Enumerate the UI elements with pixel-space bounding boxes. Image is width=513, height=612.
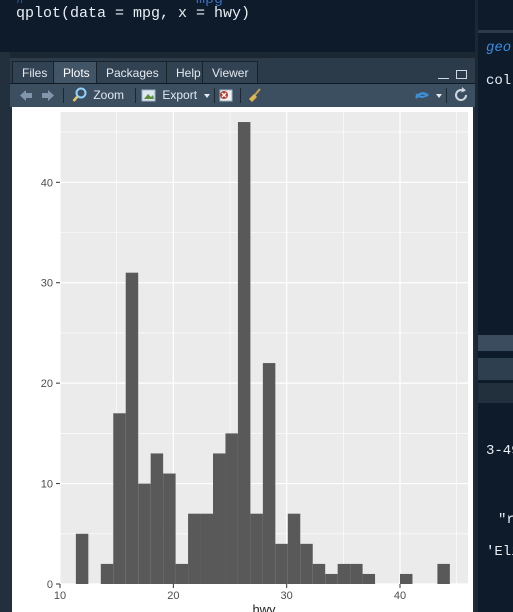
histogram-bar [213,453,226,584]
histogram-bar [237,122,251,585]
histogram-bar [100,563,114,584]
pane-toolbar [478,358,513,380]
export-image-icon [141,89,156,102]
remove-plot-icon [219,89,233,102]
tab-packages[interactable]: Packages [96,61,169,83]
histogram-bar [437,563,450,584]
y-tick-label: 30 [41,278,53,290]
histogram-bar [362,573,376,584]
pane-divider [478,30,513,33]
toolbar-divider [446,88,447,103]
toolbar-divider [63,88,64,103]
x-axis-title: hwy [252,602,276,612]
histogram-bar [200,513,213,584]
tab-help[interactable]: Help [166,61,211,83]
partial-code-line: , _ _ _ _ _ _ _ _ [16,22,169,30]
histogram-bar [312,563,326,584]
broom-icon [249,88,261,102]
publish-button[interactable] [414,84,443,107]
histogram-bar [287,513,301,584]
tab-viewer[interactable]: Viewer [202,61,259,83]
chevron-down-icon [204,93,211,98]
back-arrow-icon[interactable] [18,84,34,107]
source-editor[interactable]: # ─ ─ ─ ─ ─ ─ ─ ─ ─ mpg qplot(data = mpg… [0,0,475,52]
window-controls [435,66,467,84]
console-text-quote: "r [498,512,513,528]
x-tick-label: 20 [167,590,179,602]
pane-tab-bar: Files Plots Packages Help Viewer [10,58,475,84]
pane-subheader [478,383,513,403]
histogram-bar [125,272,139,584]
refresh-icon [455,87,468,102]
histogram-bar [138,483,151,584]
tab-files[interactable]: Files [12,61,58,83]
maximize-icon[interactable] [456,70,467,79]
y-tick-label: 0 [47,579,53,591]
y-tick-label: 40 [41,177,53,189]
x-tick-label: 40 [394,590,406,602]
toolbar-divider [214,88,215,103]
toolbar-divider [135,88,136,103]
minimize-icon[interactable] [437,75,449,79]
console-text-range: 3-49 [486,443,513,459]
histogram-bar [188,513,201,584]
histogram-bar [350,563,363,584]
console-text-eli: 'Eli [486,544,513,560]
remove-plot-button[interactable] [218,84,234,107]
right-pane: geo col 3-49 "r 'Eli [478,0,513,612]
plot-viewer: 10 20 30 40 0 10 20 30 40 hwy [12,107,473,612]
comment-line: # ─ ─ ─ ─ ─ ─ ─ ─ ─ mpg [16,0,223,8]
publish-icon [415,92,429,99]
histogram-bar [113,413,126,584]
code-line: qplot(data = mpg, x = hwy) [16,5,251,22]
pane-gutter [0,52,10,612]
x-tick-label: 10 [54,590,66,602]
histogram-bar [262,363,276,584]
clear-all-button[interactable] [247,84,263,107]
histogram-bar [163,473,176,584]
histogram-bar [75,533,89,584]
x-tick-label: 30 [281,590,293,602]
histogram-bar [225,433,238,584]
zoom-label: Zoom [93,88,125,102]
forward-arrow-icon[interactable] [40,84,56,107]
histogram-bar [300,543,313,584]
y-tick-label: 20 [41,378,53,390]
tab-plots[interactable]: Plots [53,61,100,83]
histogram-bar [325,573,338,584]
toolbar-divider [240,88,241,103]
magnifier-icon [72,87,87,102]
y-tick-label: 10 [41,479,53,491]
pane-header [478,335,513,351]
chevron-down-icon [436,94,443,98]
plots-toolbar: Zoom Export [10,84,475,107]
help-text-col: col [486,73,512,89]
plots-pane: Files Plots Packages Help Viewer Zoom Ex… [10,58,475,612]
refresh-button[interactable] [453,84,469,107]
help-text-geo: geo [486,40,512,56]
histogram-bar [250,513,263,584]
export-button[interactable]: Export [141,84,211,107]
histogram-bar [275,543,288,584]
histogram-bar [150,453,164,584]
histogram-bar [400,573,413,584]
histogram-bar [337,563,351,584]
zoom-button[interactable]: Zoom [72,84,124,107]
histogram-bar [175,563,189,584]
export-label: Export [162,88,198,102]
